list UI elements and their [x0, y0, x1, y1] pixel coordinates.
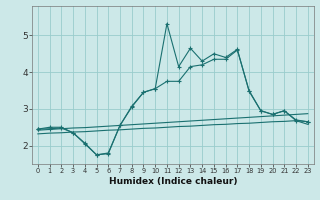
X-axis label: Humidex (Indice chaleur): Humidex (Indice chaleur)	[108, 177, 237, 186]
